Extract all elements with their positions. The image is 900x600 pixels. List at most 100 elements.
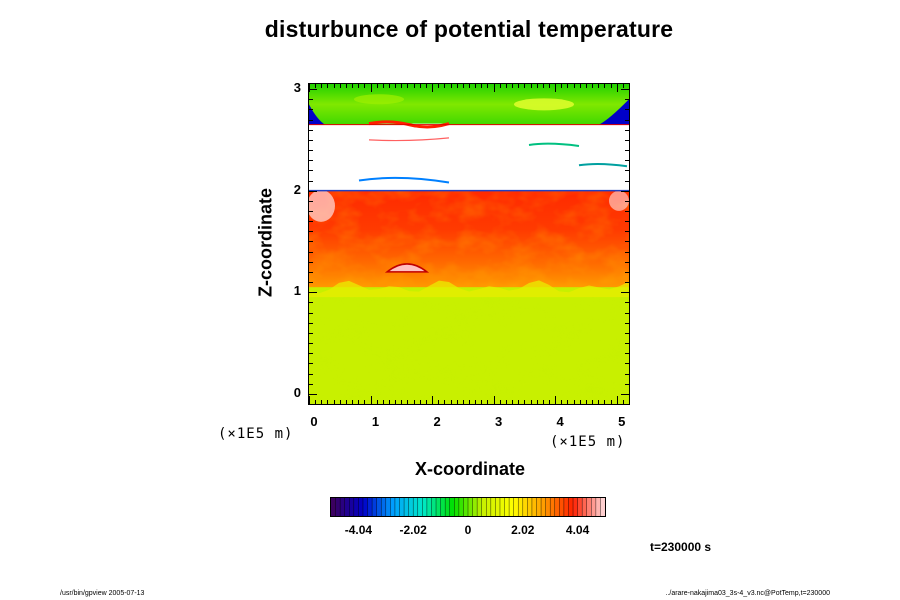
y-tick-left bbox=[309, 302, 313, 304]
y-tick-left bbox=[309, 251, 313, 253]
colorbar-swatch bbox=[481, 498, 487, 516]
y-tick-right bbox=[625, 251, 629, 253]
x-tick-bottom bbox=[573, 400, 575, 404]
x-tick-top bbox=[536, 84, 538, 88]
y-tick-left bbox=[309, 109, 313, 111]
x-tick-top bbox=[481, 84, 483, 88]
colorbar-swatch bbox=[486, 498, 492, 516]
middle-layer-texture bbox=[309, 190, 629, 288]
colorbar-tick-label: 0 bbox=[464, 523, 472, 537]
layer-boundary bbox=[309, 280, 629, 298]
x-tick-bottom bbox=[339, 400, 341, 404]
x-tick-label: 0 bbox=[310, 414, 318, 429]
x-tick-top bbox=[622, 84, 624, 88]
heatmap-field bbox=[309, 84, 629, 404]
y-tick-left bbox=[309, 160, 313, 162]
x-tick-bottom bbox=[382, 400, 384, 404]
y-tick-right bbox=[625, 221, 629, 223]
x-axis-title: X-coordinate bbox=[414, 459, 525, 479]
y-tick-right bbox=[625, 210, 629, 212]
colorbar-swatch bbox=[408, 498, 414, 516]
x-tick-bottom bbox=[579, 400, 581, 404]
y-tick-right bbox=[625, 231, 629, 233]
x-tick-label: 1 bbox=[371, 414, 380, 429]
y-tick-right bbox=[625, 160, 629, 162]
colorbar-swatch bbox=[477, 498, 483, 516]
y-tick-right bbox=[625, 241, 629, 243]
colorbar-swatch bbox=[577, 498, 583, 516]
x-tick-bottom bbox=[481, 400, 483, 404]
colorbar-swatch bbox=[468, 498, 474, 516]
x-tick-bottom bbox=[542, 400, 544, 404]
colorbar-swatch bbox=[381, 498, 387, 516]
colorbar-swatches bbox=[331, 498, 605, 516]
x-axis-unit: (×1E5 m) bbox=[550, 434, 626, 450]
y-tick-left bbox=[309, 231, 313, 233]
x-tick-label: 2 bbox=[433, 414, 441, 429]
y-tick-right bbox=[625, 383, 629, 385]
x-tick-bottom bbox=[407, 400, 409, 404]
x-tick-top bbox=[585, 84, 587, 88]
x-tick-top bbox=[321, 84, 323, 88]
x-tick-top bbox=[561, 84, 563, 88]
y-tick-left bbox=[309, 119, 313, 121]
hot-plume-right bbox=[609, 190, 629, 211]
colorbar-swatch bbox=[349, 498, 355, 516]
y-tick-label: 0 bbox=[293, 384, 301, 400]
y-tick-left bbox=[309, 312, 313, 314]
x-tick-bottom bbox=[475, 400, 477, 404]
x-tick-top bbox=[592, 84, 594, 88]
colorbar-swatch bbox=[358, 498, 364, 516]
y-tick-right bbox=[625, 353, 629, 355]
x-tick-bottom bbox=[530, 400, 532, 404]
y-tick-left bbox=[309, 373, 313, 375]
x-tick-top bbox=[505, 84, 507, 88]
colorbar-swatch bbox=[495, 498, 501, 516]
edge-cold-left bbox=[309, 104, 325, 125]
colorbar-swatch bbox=[426, 498, 432, 516]
hot-plume-left bbox=[309, 189, 335, 222]
colorbar-swatch bbox=[582, 498, 588, 516]
colorbar-swatch bbox=[431, 498, 437, 516]
x-tick-bottom bbox=[598, 400, 600, 404]
x-tick-top bbox=[487, 84, 489, 88]
colorbar-swatch bbox=[545, 498, 551, 516]
y-tick-right bbox=[625, 343, 629, 345]
streak-2 bbox=[528, 142, 580, 147]
top-yellow-patch bbox=[514, 98, 574, 111]
colorbar-swatch bbox=[413, 498, 419, 516]
x-tick-top bbox=[345, 84, 347, 88]
y-tick-right bbox=[625, 261, 629, 263]
top-light-patch bbox=[354, 94, 404, 105]
x-tick-top bbox=[598, 84, 600, 88]
x-tick-bottom bbox=[395, 400, 397, 404]
y-tick-right bbox=[625, 150, 629, 152]
colorbar-swatch bbox=[436, 498, 442, 516]
y-tick-left bbox=[309, 363, 313, 365]
y-tick-right bbox=[625, 139, 629, 141]
colorbar-swatch bbox=[509, 498, 515, 516]
x-tick-top bbox=[493, 84, 495, 92]
x-tick-top bbox=[333, 84, 335, 88]
x-tick-bottom bbox=[536, 400, 538, 404]
x-tick-label: 4 bbox=[556, 414, 564, 429]
colorbar-swatch bbox=[559, 498, 565, 516]
x-tick-top bbox=[542, 84, 544, 88]
x-tick-top bbox=[389, 84, 390, 88]
y-tick-right bbox=[625, 119, 629, 121]
colorbar-swatch bbox=[454, 498, 460, 516]
x-tick-bottom bbox=[518, 400, 520, 404]
y-tick-right bbox=[621, 190, 629, 192]
x-tick-top bbox=[499, 84, 501, 88]
x-tick-top bbox=[456, 84, 458, 88]
colorbar-swatch bbox=[399, 498, 405, 516]
x-tick-top bbox=[573, 84, 575, 88]
footer-left: /usr/bin/gpview 2005-07-13 bbox=[60, 590, 145, 597]
y-tick-left bbox=[309, 393, 317, 395]
y-tick-right bbox=[625, 363, 629, 365]
colorbar-swatch bbox=[344, 498, 350, 516]
y-tick-right bbox=[625, 322, 629, 324]
x-tick-bottom bbox=[616, 396, 618, 404]
y-tick-left bbox=[309, 99, 313, 101]
colorbar-swatch bbox=[331, 498, 337, 516]
